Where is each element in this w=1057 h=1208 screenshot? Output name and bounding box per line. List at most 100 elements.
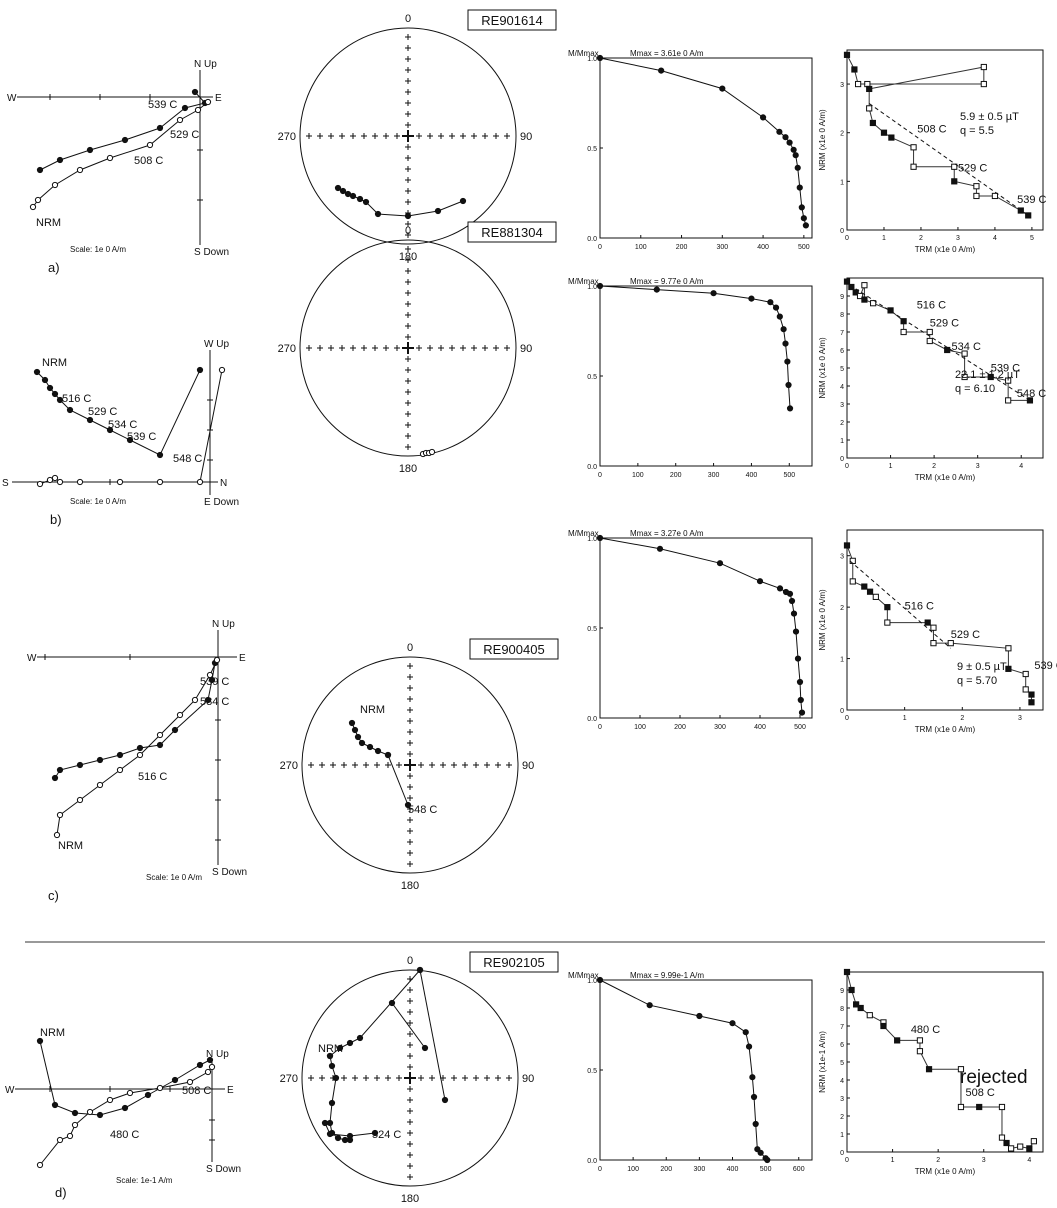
zij-axis-label-top: N Up (206, 1049, 229, 1060)
demag-curve-plot: 0 100 200 300 400 500 600 1.0 0.5 0.0 M/Mmax Mmax =… (568, 971, 813, 1173)
zij-horizontal-projection (39, 91, 206, 171)
zijderveld-plot: W E N Up S Down Scale: 1e 0 A/m 539 C 534 C 516… (27, 619, 247, 903)
demag-point (745, 1043, 753, 1050)
zij-point-open (156, 478, 164, 486)
demag-frame (599, 285, 813, 467)
arai-ytick-label: 1 (840, 179, 844, 186)
arai-point (1025, 212, 1032, 219)
zijderveld-plot: W E N Up S Down Scale: 1e-1 A/m NRM 508 C 480 C… (5, 1027, 241, 1200)
demag-point (776, 585, 784, 592)
arai-point (872, 593, 879, 600)
zij-point-open (186, 1078, 194, 1086)
zij-point-open (56, 1136, 64, 1144)
zij-point-open (176, 711, 184, 719)
arai-point (849, 578, 856, 585)
zij-point-open (66, 1132, 74, 1140)
arai-point (951, 178, 958, 185)
demag-point (794, 655, 802, 662)
arai-point (866, 1012, 873, 1019)
demag-xtick-label: 500 (783, 472, 795, 479)
stereonet-label-270: 270 (280, 760, 298, 772)
zij-point-filled (116, 751, 124, 759)
demag-point (790, 146, 797, 153)
sample-id: RE902105 (483, 955, 544, 970)
demag-point (792, 152, 799, 159)
zij-point-filled (51, 1101, 59, 1109)
sample-id: RE900405 (483, 642, 544, 657)
arai-point (1005, 645, 1012, 652)
arai-point (852, 289, 859, 296)
demag-xtick-label: 300 (714, 724, 726, 731)
demag-xtick-label: 0 (598, 244, 602, 251)
demag-point (658, 67, 665, 74)
arai-point (1026, 1145, 1033, 1152)
arai-point (1007, 1145, 1015, 1152)
stereonet-point-down (421, 1044, 429, 1052)
demag-point (750, 1093, 758, 1101)
arai-point (851, 66, 858, 73)
zij-point-open (96, 781, 104, 789)
demag-point (782, 134, 789, 141)
demag-ylabel: M/Mmax (568, 49, 599, 58)
arai-xlabel: TRM (x1e 0 A/m) (915, 245, 976, 254)
demag-ytick-label: 0.0 (587, 1158, 597, 1165)
stereonet-point-down (371, 1129, 379, 1137)
zij-point-open (194, 106, 202, 114)
arai-ylabel: NRM (x1e 0 A/m) (818, 109, 827, 171)
stereonet-path (324, 1122, 376, 1137)
arai-point (957, 1066, 965, 1073)
arai-ytick-label: 6 (840, 348, 844, 355)
zij-point-open (56, 811, 64, 819)
zij-point-filled (156, 451, 164, 459)
zij-point-filled (86, 146, 94, 154)
stereonet-point-down (356, 195, 364, 203)
stereonet-path (387, 754, 409, 806)
arai-result: q = 5.5 (960, 125, 994, 137)
arai-zigzag (846, 545, 1032, 703)
arai-xtick-label: 3 (1018, 715, 1022, 722)
demag-point (749, 1074, 756, 1081)
demag-ytick-label: 0.0 (587, 716, 597, 723)
arai-point (894, 1037, 901, 1044)
stereonet-point-down (321, 1119, 329, 1127)
arai-ytick-label: 2 (840, 131, 844, 138)
arai-ytick-label: 3 (840, 1096, 844, 1103)
arai-point (925, 1066, 933, 1073)
zij-point-filled (191, 88, 199, 96)
arai-point (1005, 665, 1012, 672)
arai-ytick-label: 5 (840, 366, 844, 373)
zij-point-open (76, 478, 84, 486)
demag-ytick-label: 0.0 (587, 464, 597, 471)
zij-point-open (146, 141, 154, 149)
zij-step-label: 548 C (173, 453, 202, 465)
demag-xtick-label: 400 (746, 472, 758, 479)
zij-axis-label-right: E (239, 653, 246, 664)
stereonet-path (329, 969, 421, 1057)
zijderveld-plot: W E N Up S Down Scale: 1e 0 A/m 539 C 529 C 508… (7, 59, 229, 275)
arai-point (856, 292, 864, 300)
stereonet-point-down (346, 1132, 354, 1140)
arai-point (926, 328, 933, 336)
demag-xtick-label: 100 (634, 724, 646, 731)
zij-step-label: 529 C (170, 129, 199, 141)
equal-area-plot: 0 90 180 270 RE881304 (278, 221, 557, 475)
arai-point (853, 1001, 860, 1008)
arai-step-label: 539 C (1034, 660, 1057, 672)
zij-horizontal-projection (36, 369, 201, 456)
arai-point (900, 318, 907, 325)
zij-point-open (29, 203, 37, 211)
stereonet-point-down (348, 719, 356, 727)
arai-point (866, 588, 874, 595)
demag-mmax: Mmax = 3.61e 0 A/m (630, 49, 704, 58)
stereonet-step-label: 548 C (408, 804, 437, 816)
arai-frame (846, 971, 1044, 1153)
demag-xtick-label: 400 (754, 724, 766, 731)
stereonet-point-up (428, 448, 436, 456)
stereonet-point-down (334, 1134, 342, 1142)
demag-point (742, 1029, 749, 1036)
zij-scale-text: Scale: 1e-1 A/m (116, 1176, 173, 1185)
arai-ytick-label: 9 (840, 988, 844, 995)
demag-point (656, 545, 664, 552)
demag-point (798, 709, 806, 716)
